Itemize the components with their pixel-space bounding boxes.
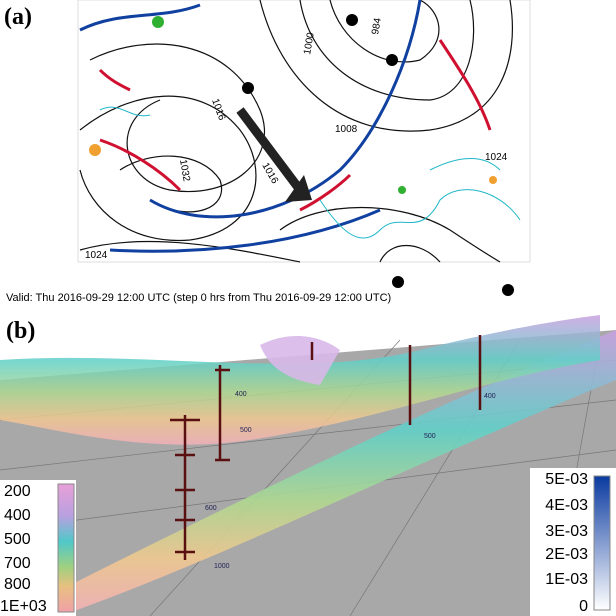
contour-label: 1024 (485, 152, 508, 163)
caption: Valid: Thu 2016-09-29 12:00 UTC (step 0 … (6, 292, 391, 304)
pressure-label: 1000 (214, 563, 230, 570)
colorbar-label: 5E-03 (545, 471, 588, 488)
pressure-label: 500 (424, 433, 436, 440)
arrow-head (285, 175, 312, 202)
coastlines (99, 106, 521, 239)
colorbar-right: 5E-03 4E-03 3E-03 2E-03 1E-03 0 (530, 468, 616, 616)
colorbar-label: 1E-03 (545, 571, 588, 588)
colorbar-left: 200 400 500 700 800 1E+03 (0, 480, 76, 616)
markers (89, 14, 514, 296)
colorbar-label: 700 (4, 555, 31, 572)
pressure-label: 400 (484, 393, 496, 400)
jet-segments (98, 39, 492, 212)
contour-label: 984 (370, 17, 384, 36)
colorbar-label: 200 (4, 483, 31, 500)
pressure-label: 400 (235, 391, 247, 398)
cloud (260, 335, 340, 385)
contour-label: 1008 (335, 124, 358, 135)
contour-label: 1024 (85, 250, 108, 261)
colorbar-label: 4E-03 (545, 497, 588, 514)
colorbar-label: 800 (4, 576, 31, 593)
colorbar-label: 2E-03 (545, 546, 588, 563)
colorbar-label: 400 (4, 507, 31, 524)
fronts (79, 0, 422, 253)
isobars (79, 0, 513, 263)
colorbar-label: 0 (579, 598, 588, 615)
colorbar-label: 1E+03 (0, 598, 47, 615)
panel-label: (a) (4, 4, 32, 30)
contour-label: 1000 (302, 31, 317, 55)
contour-label: 1032 (177, 159, 192, 183)
3d-panel: 400 500 600 1000 400 500 (0, 310, 616, 616)
colorbar-label: 500 (4, 531, 31, 548)
panel-label: (b) (6, 318, 35, 344)
vertical-axes (170, 335, 482, 560)
pressure-label: 600 (205, 505, 217, 512)
arrow-shaft (236, 107, 304, 193)
colorbar-label: 3E-03 (545, 523, 588, 540)
pressure-label: 500 (240, 427, 252, 434)
map-panel: 1008 1016 1024 1032 1000 984 1024 1016 (77, 0, 531, 296)
